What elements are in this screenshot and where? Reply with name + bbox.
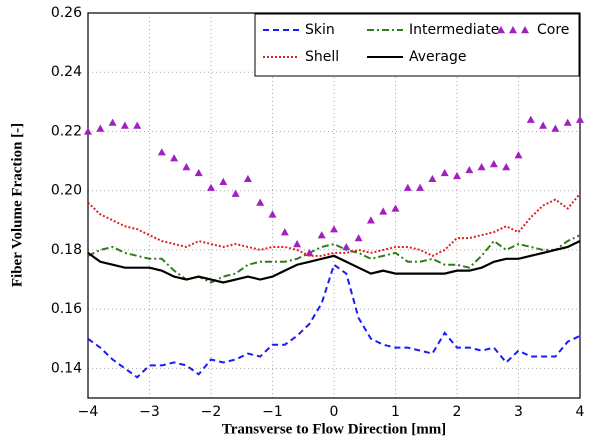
legend-label: Average: [409, 49, 467, 65]
marker: [317, 231, 326, 239]
data-line: [87, 263, 581, 379]
marker: [539, 121, 548, 129]
legend-marker: [521, 26, 529, 34]
y-tick-label: 0.18: [51, 242, 82, 258]
x-tick-label: −3: [139, 404, 160, 420]
data-line: [87, 240, 581, 284]
marker: [280, 228, 289, 236]
marker: [526, 115, 535, 123]
marker: [514, 151, 523, 159]
y-tick-label: 0.22: [51, 123, 82, 139]
marker: [157, 148, 166, 156]
legend-marker: [497, 26, 505, 34]
marker: [108, 118, 117, 126]
marker: [194, 168, 203, 177]
legend-label: Shell: [305, 49, 339, 65]
legend-box: [254, 13, 580, 77]
marker: [84, 127, 92, 135]
marker: [256, 198, 265, 206]
marker: [305, 248, 314, 257]
marker: [489, 160, 498, 168]
marker: [342, 242, 351, 251]
marker: [502, 163, 511, 171]
marker: [207, 183, 215, 191]
marker: [428, 174, 437, 183]
marker: [366, 216, 375, 224]
marker: [563, 118, 572, 126]
marker: [268, 210, 277, 218]
y-tick-label: 0.16: [51, 301, 82, 317]
marker: [477, 163, 486, 171]
marker: [219, 177, 228, 186]
y-axis-title: Fiber Volume Fraction [-]: [9, 123, 25, 287]
marker: [120, 121, 129, 129]
marker: [391, 204, 400, 212]
marker: [416, 183, 425, 191]
legend-marker: [509, 26, 517, 34]
x-tick-label: 1: [391, 404, 400, 420]
legend-label: Core: [537, 22, 569, 38]
marker: [330, 225, 338, 233]
marker: [403, 183, 412, 191]
plot-frame: [87, 12, 581, 399]
marker: [440, 168, 449, 177]
legend-label: Skin: [305, 22, 335, 38]
marker: [576, 115, 584, 123]
y-tick-label: 0.14: [51, 360, 82, 376]
marker: [453, 171, 461, 180]
marker: [182, 163, 191, 171]
x-axis-title: Transverse to Flow Direction [mm]: [222, 421, 446, 437]
marker: [243, 174, 252, 183]
data-line: [87, 193, 581, 257]
x-tick-label: 0: [330, 404, 339, 420]
marker: [170, 154, 179, 162]
y-tick-label: 0.20: [51, 183, 82, 199]
x-tick-label: −1: [262, 404, 283, 420]
marker: [354, 234, 363, 242]
data-line: [87, 234, 581, 284]
x-tick-label: 3: [514, 404, 523, 420]
x-tick-label: −4: [78, 404, 99, 420]
marker: [231, 189, 240, 197]
marker: [379, 207, 388, 215]
marker: [551, 124, 560, 132]
y-tick-label: 0.24: [51, 64, 82, 80]
marker: [96, 124, 105, 132]
legend-label: Intermediate: [409, 22, 499, 38]
y-tick-label: 0.26: [51, 5, 82, 21]
marker: [465, 165, 474, 174]
x-tick-label: −2: [201, 404, 222, 420]
marker: [293, 240, 302, 248]
x-tick-label: 2: [453, 404, 462, 420]
marker: [133, 121, 142, 129]
x-tick-label: 4: [576, 404, 585, 420]
